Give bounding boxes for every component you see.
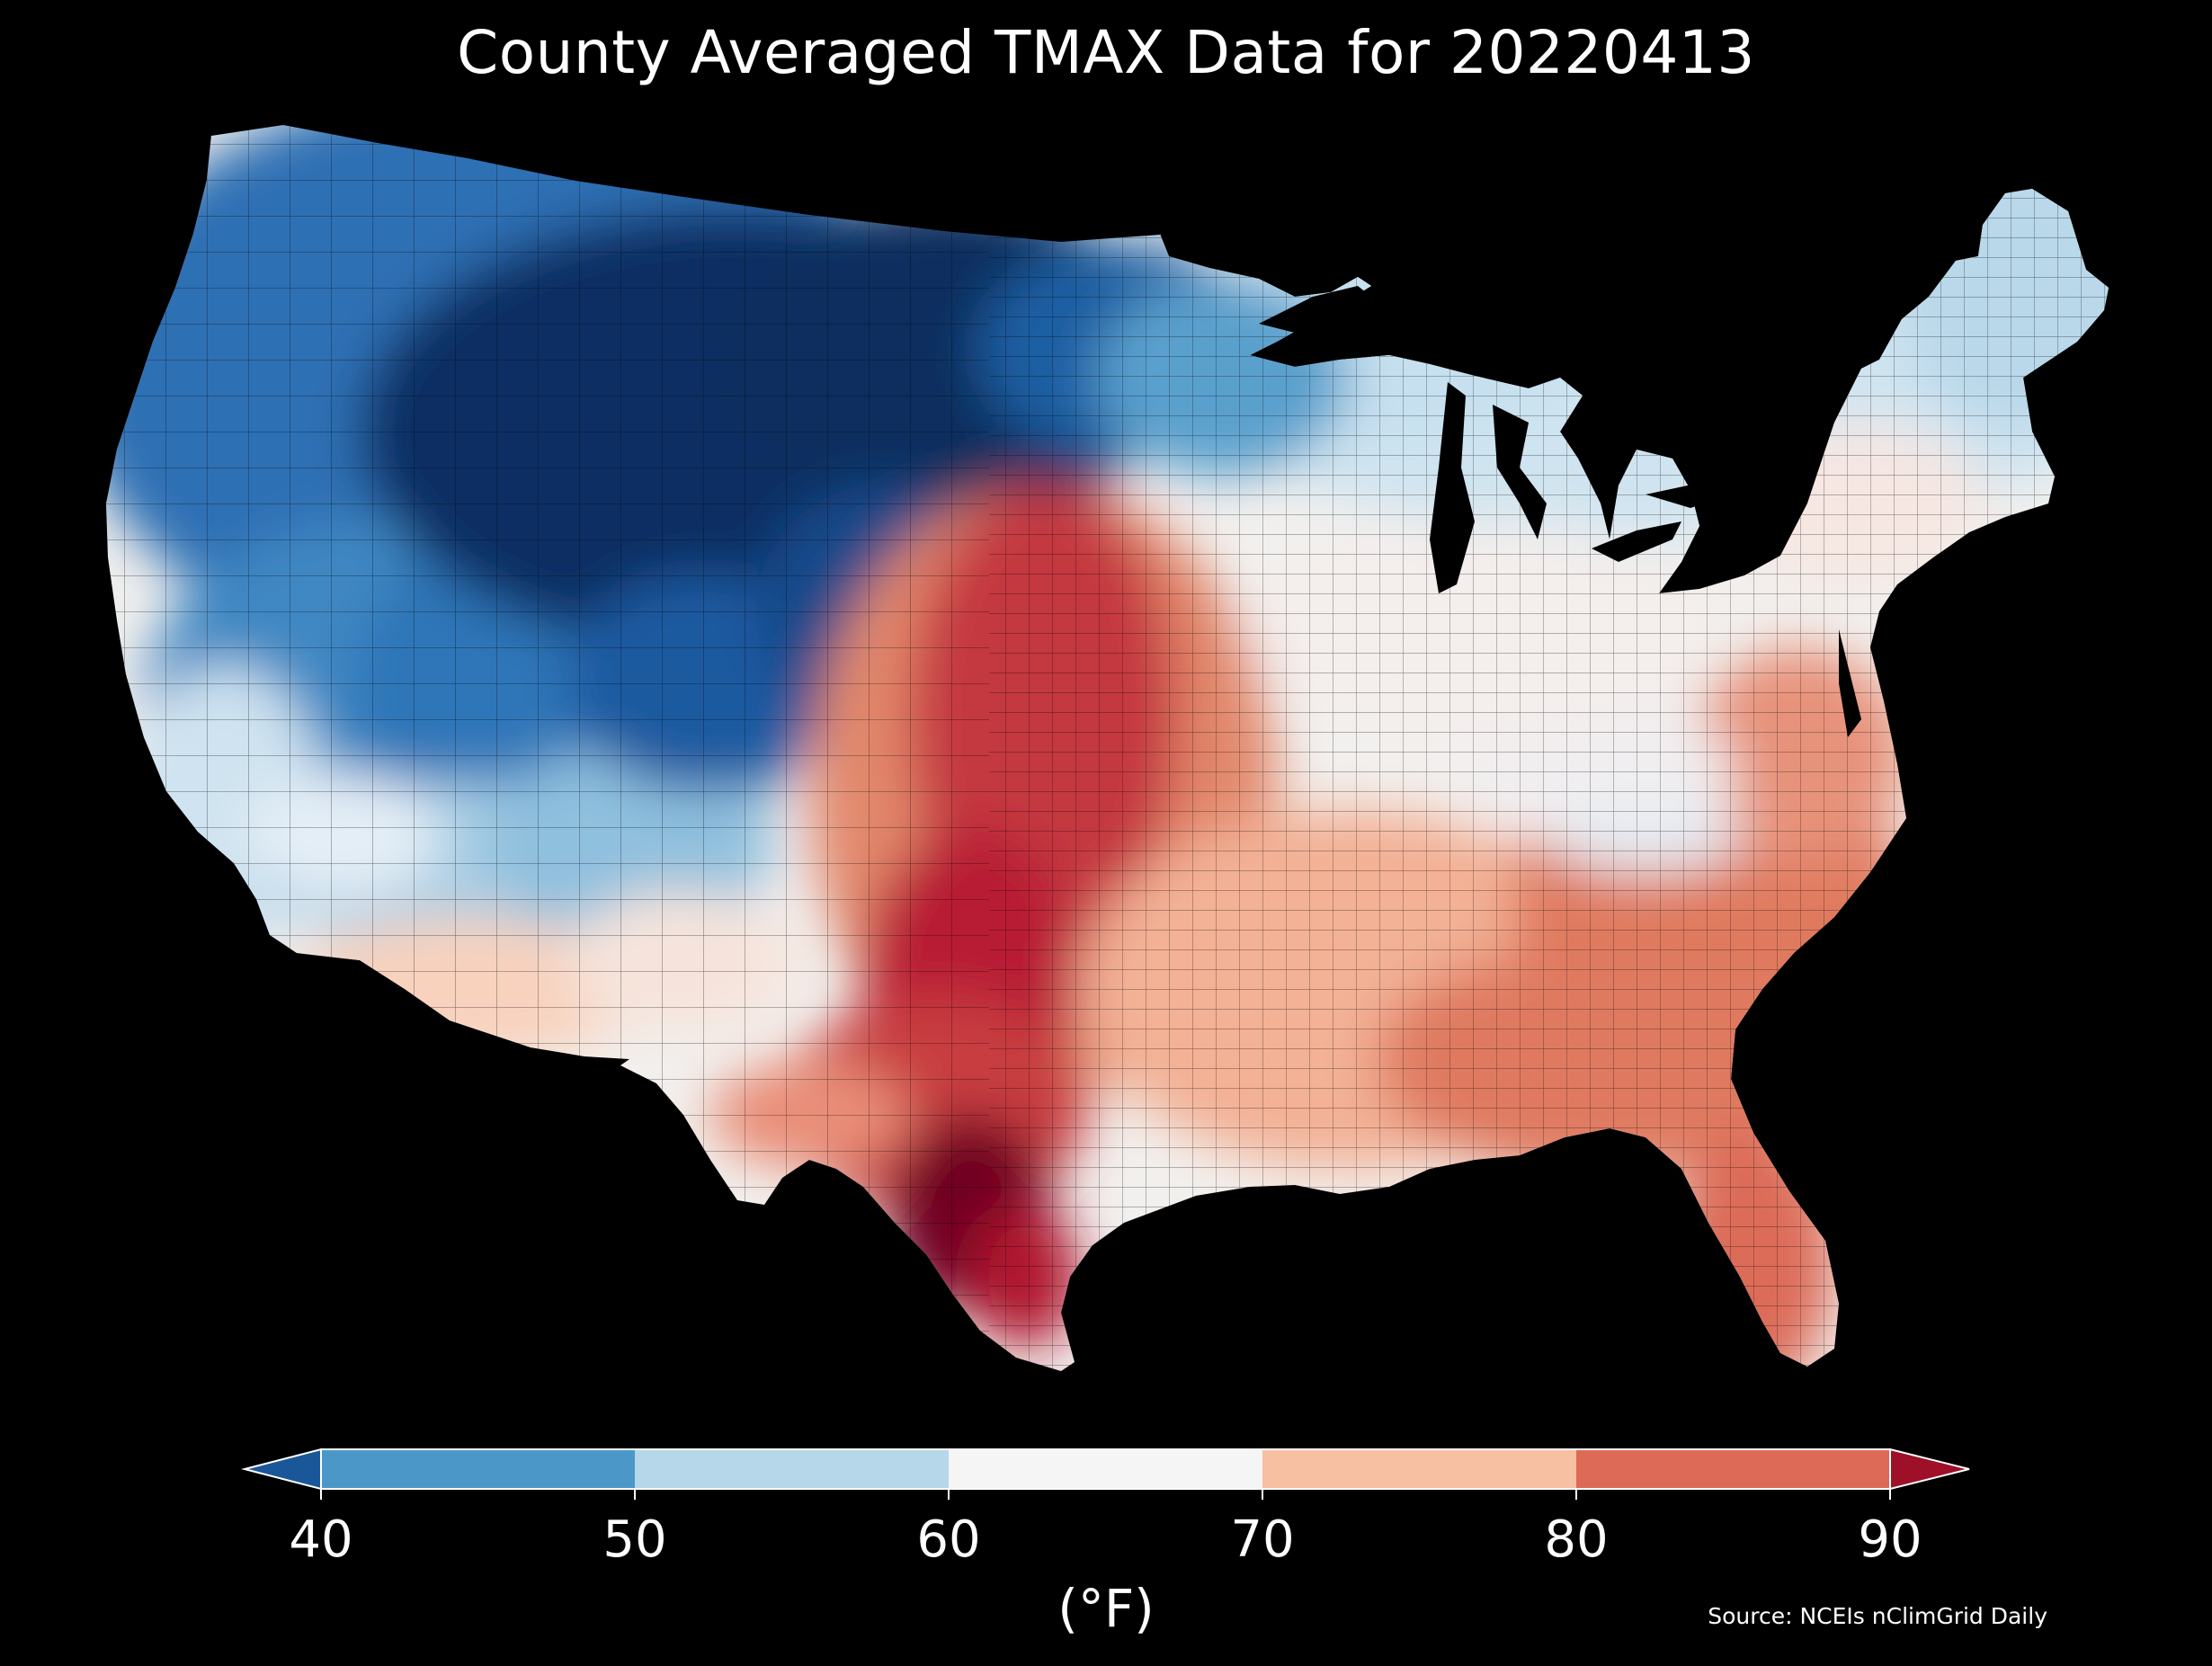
map-title: County Averaged TMAX Data for 20220413	[457, 18, 1755, 87]
colorbar-bin	[635, 1449, 949, 1489]
colorbar-bin	[321, 1449, 635, 1489]
colorbar-over-extension	[1889, 1448, 1970, 1491]
colorbar-under-extension	[241, 1448, 322, 1491]
colorbar-tick-label: 70	[1230, 1510, 1295, 1569]
colorbar-tick-label: 80	[1544, 1510, 1609, 1569]
great-lakes	[1259, 286, 1744, 593]
colorbar-tick-label: 40	[289, 1510, 353, 1569]
colorbar-bin	[949, 1449, 1262, 1489]
colorbar-bin	[1262, 1449, 1576, 1489]
colorbar-tick-label: 60	[916, 1510, 981, 1569]
chesapeake-bay	[1839, 629, 1861, 737]
colorbar-tick-label: 90	[1858, 1510, 1922, 1569]
colorbar-bin	[1576, 1449, 1890, 1489]
colorbar-unit-label: (°F)	[1057, 1578, 1155, 1639]
source-credit: Source: NCEIs nClimGrid Daily	[1708, 1603, 2047, 1629]
colorbar-tick-label: 50	[602, 1510, 667, 1569]
